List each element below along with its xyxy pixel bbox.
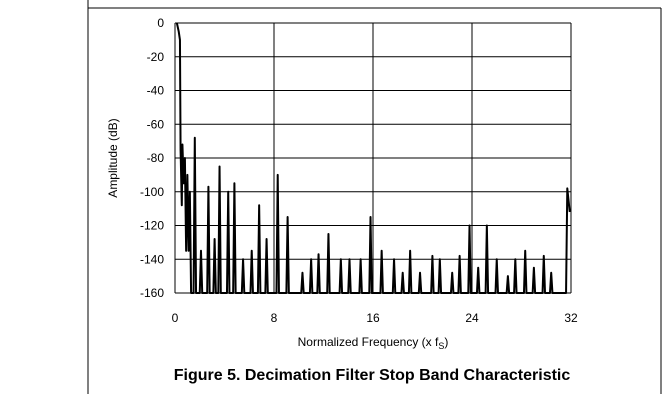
line-series bbox=[175, 22, 571, 294]
caption: Figure 5. Decimation Filter Stop Band Ch… bbox=[174, 367, 571, 384]
y-tick-label: -40 bbox=[147, 84, 165, 98]
x-axis-label-close: ) bbox=[444, 335, 448, 349]
x-axis-label-subscript: S bbox=[438, 341, 444, 351]
y-tick-label: -20 bbox=[147, 50, 165, 64]
x-tick-label: 16 bbox=[366, 311, 380, 325]
y-axis-label: Amplitude (dB) bbox=[106, 118, 120, 197]
y-tick-label: -100 bbox=[140, 185, 164, 199]
y-tick-label: -80 bbox=[147, 151, 165, 165]
x-tick-label: 0 bbox=[172, 311, 179, 325]
y-tick-label: -120 bbox=[140, 219, 164, 233]
x-axis-label: Normalized Frequency (x fS) bbox=[298, 335, 449, 351]
x-tick-label: 8 bbox=[271, 311, 278, 325]
y-tick-label: -60 bbox=[147, 117, 165, 131]
x-tick-label: 32 bbox=[564, 311, 578, 325]
x-axis-label-text: Normalized Frequency (x f bbox=[298, 335, 439, 349]
y-tick-label: -140 bbox=[140, 252, 164, 266]
y-tick-label: 0 bbox=[157, 16, 164, 30]
x-tick-label: 24 bbox=[465, 311, 479, 325]
y-tick-label: -160 bbox=[140, 286, 164, 300]
